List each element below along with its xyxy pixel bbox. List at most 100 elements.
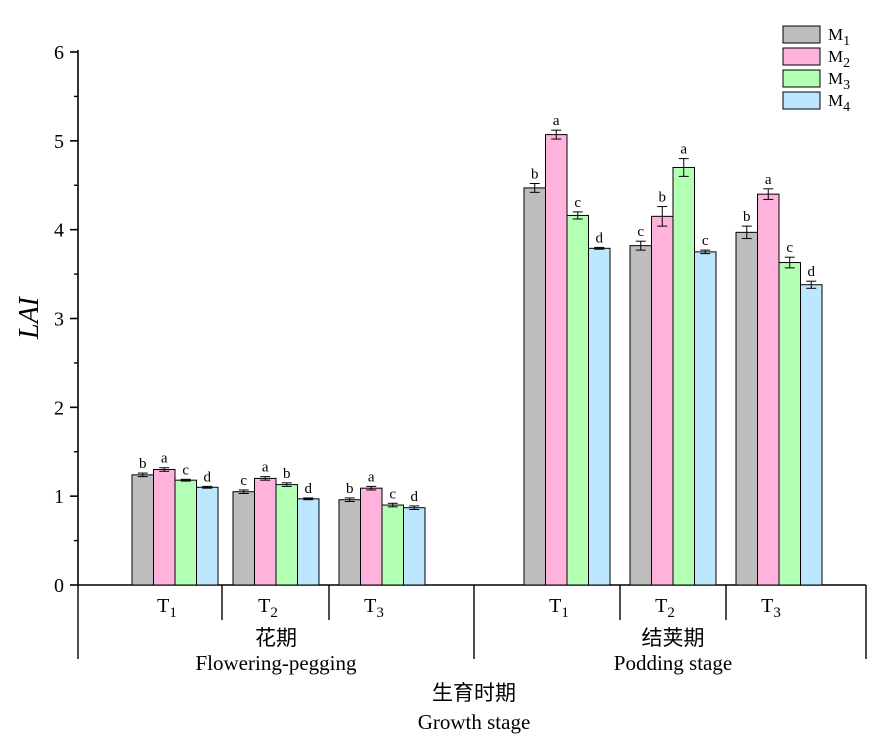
bar bbox=[196, 486, 219, 586]
x-axis-label-en: Growth stage bbox=[418, 710, 531, 734]
group-label-sub: 2 bbox=[667, 605, 675, 621]
bar bbox=[381, 504, 404, 586]
bar bbox=[297, 498, 320, 586]
significance-letter: c bbox=[182, 462, 189, 478]
significance-letter: c bbox=[574, 195, 581, 211]
legend-entry-base: M bbox=[828, 47, 843, 66]
significance-letter: c bbox=[702, 233, 709, 249]
y-tick-label: 4 bbox=[54, 220, 64, 242]
significance-letter: a bbox=[680, 142, 687, 158]
significance-letter: b bbox=[346, 481, 354, 497]
bar bbox=[153, 469, 176, 586]
bar bbox=[694, 251, 717, 586]
bar bbox=[403, 507, 426, 586]
legend-entry-sub: 3 bbox=[843, 78, 850, 93]
bar bbox=[735, 231, 758, 586]
bar bbox=[778, 262, 801, 586]
group-label: T2 bbox=[655, 595, 675, 621]
significance-letter: d bbox=[305, 481, 313, 497]
significance-letter: c bbox=[786, 240, 793, 256]
group-label: T3 bbox=[364, 595, 384, 621]
y-tick-label: 1 bbox=[54, 486, 64, 508]
group-label-sub: 1 bbox=[169, 605, 177, 621]
significance-letter: d bbox=[808, 264, 816, 280]
bar bbox=[174, 479, 197, 586]
bar bbox=[545, 134, 568, 586]
legend-entry: M2 bbox=[828, 47, 850, 71]
legend-swatch bbox=[782, 25, 821, 44]
stage-label-en: Podding stage bbox=[614, 651, 732, 675]
y-tick-label: 5 bbox=[54, 131, 64, 153]
legend-entry-base: M bbox=[828, 25, 843, 44]
bar bbox=[232, 491, 255, 586]
y-tick-label: 2 bbox=[54, 397, 64, 419]
significance-letter: d bbox=[411, 489, 419, 505]
bar bbox=[757, 193, 780, 586]
legend-swatch bbox=[782, 69, 821, 88]
group-label-base: T bbox=[761, 595, 773, 617]
group-label: T1 bbox=[157, 595, 177, 621]
significance-letter: b bbox=[283, 466, 291, 482]
legend-entry-sub: 1 bbox=[843, 34, 850, 49]
significance-letter: a bbox=[262, 460, 269, 476]
bar bbox=[360, 487, 383, 586]
group-label-base: T bbox=[364, 595, 376, 617]
x-axis-label-cn: 生育时期 bbox=[432, 681, 516, 705]
legend-entry-sub: 4 bbox=[843, 100, 850, 115]
bar bbox=[800, 284, 823, 586]
group-label-sub: 2 bbox=[270, 605, 278, 621]
significance-letter: b bbox=[743, 209, 751, 225]
stage-label-cn: 结荚期 bbox=[642, 626, 705, 650]
bar bbox=[672, 166, 695, 586]
bar bbox=[566, 214, 589, 586]
significance-letter: d bbox=[204, 469, 212, 485]
bar bbox=[629, 245, 652, 586]
bar bbox=[523, 187, 546, 586]
significance-letter: c bbox=[240, 473, 247, 489]
legend-entry: M3 bbox=[828, 69, 850, 93]
significance-letter: c bbox=[637, 224, 644, 240]
stage-label-cn: 花期 bbox=[255, 626, 297, 650]
group-label-base: T bbox=[258, 595, 270, 617]
legend-swatch bbox=[782, 91, 821, 110]
significance-letter: a bbox=[765, 172, 772, 188]
legend-entry: M1 bbox=[828, 25, 850, 49]
group-label: T2 bbox=[258, 595, 278, 621]
bar bbox=[275, 484, 298, 586]
bar bbox=[588, 247, 611, 586]
bar bbox=[651, 215, 674, 586]
group-label-base: T bbox=[157, 595, 169, 617]
group-label-base: T bbox=[655, 595, 667, 617]
significance-letter: b bbox=[531, 166, 539, 182]
significance-letter: c bbox=[389, 486, 396, 502]
significance-letter: a bbox=[161, 451, 168, 467]
significance-letter: d bbox=[596, 230, 604, 246]
stage-label-en: Flowering-pegging bbox=[196, 651, 357, 675]
y-tick-label: 6 bbox=[54, 42, 64, 64]
y-axis-label: LAI bbox=[14, 295, 45, 340]
significance-letter: a bbox=[368, 469, 375, 485]
bar bbox=[254, 477, 277, 586]
legend-entry-base: M bbox=[828, 91, 843, 110]
group-label-sub: 1 bbox=[561, 605, 569, 621]
significance-letter: b bbox=[659, 190, 667, 206]
bar bbox=[338, 499, 361, 586]
legend-swatch bbox=[782, 47, 821, 66]
group-label: T1 bbox=[549, 595, 569, 621]
group-label-sub: 3 bbox=[376, 605, 384, 621]
legend-entry: M4 bbox=[828, 91, 850, 115]
legend-entry-sub: 2 bbox=[843, 56, 850, 71]
significance-letter: b bbox=[139, 456, 147, 472]
group-label-sub: 3 bbox=[773, 605, 781, 621]
significance-letter: a bbox=[553, 113, 560, 129]
y-tick-label: 0 bbox=[54, 575, 64, 597]
bar bbox=[131, 474, 154, 586]
group-label: T3 bbox=[761, 595, 781, 621]
y-tick-label: 3 bbox=[54, 309, 64, 331]
group-label-base: T bbox=[549, 595, 561, 617]
legend-entry-base: M bbox=[828, 69, 843, 88]
